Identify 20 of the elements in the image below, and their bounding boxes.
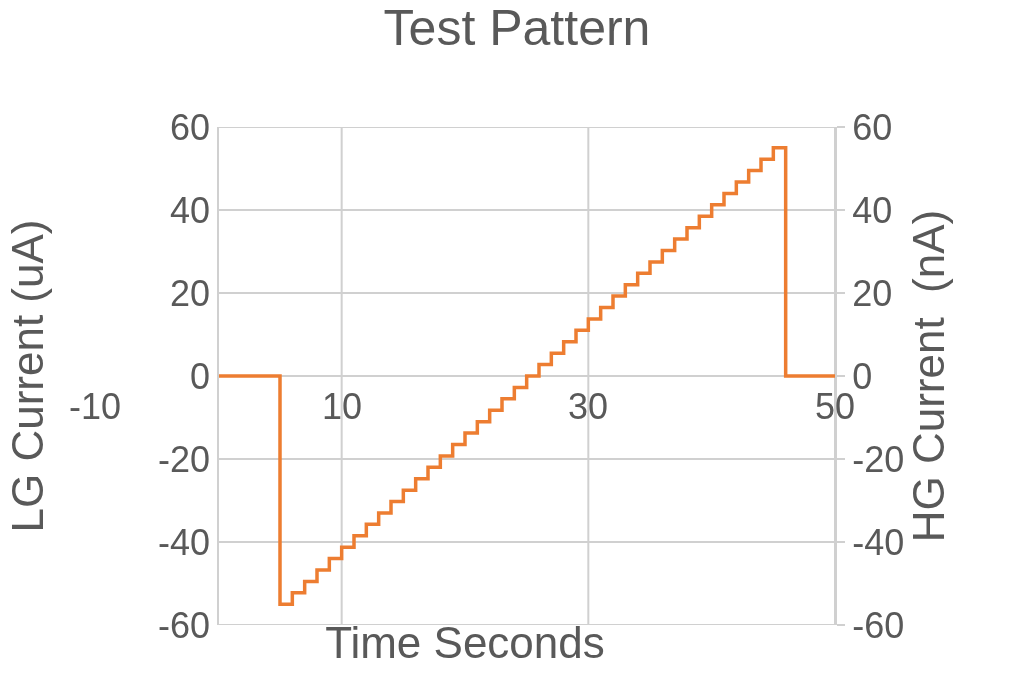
y2-tick-label: -20 xyxy=(852,438,905,480)
y2-tick-label: 60 xyxy=(852,106,893,148)
y2-axis-title: HG Current (nA) xyxy=(904,209,954,543)
y-tick-label: 0 xyxy=(190,355,211,397)
y2-tick-label: 20 xyxy=(852,272,893,314)
chart-title: Test Pattern xyxy=(383,0,651,57)
y-tick-label: 60 xyxy=(170,106,211,148)
y2-tick-label: -60 xyxy=(852,604,905,646)
y-tick-label: -20 xyxy=(158,438,211,480)
y-tick-label: 20 xyxy=(170,272,211,314)
y2-tick-label: -40 xyxy=(852,521,905,563)
x-tick-label: -10 xyxy=(69,386,122,427)
y-axis-title: LG Current (uA) xyxy=(2,219,52,533)
y-tick-label: -60 xyxy=(158,604,211,646)
x-tick-label: 10 xyxy=(322,386,363,427)
y-tick-label: -40 xyxy=(158,521,211,563)
y-tick-label: 40 xyxy=(170,189,211,231)
y2-tick-label: 40 xyxy=(852,189,893,231)
x-tick-label: 30 xyxy=(568,386,609,427)
x-axis-title: Time Seconds xyxy=(325,618,605,668)
